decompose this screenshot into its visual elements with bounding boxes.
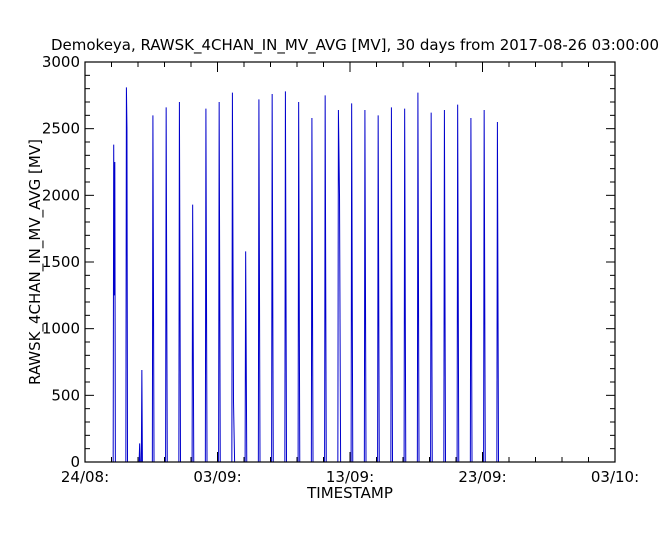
x-tick-label: 03/09:: [193, 468, 241, 486]
y-tick-label: 3000: [42, 53, 80, 71]
y-tick-label: 1500: [42, 253, 80, 271]
chart-title: Demokeya, RAWSK_4CHAN_IN_MV_AVG [MV], 30…: [51, 36, 659, 55]
y-tick-label: 1000: [42, 320, 80, 338]
y-tick-label: 0: [70, 453, 80, 471]
x-tick-label: 23/09:: [458, 468, 506, 486]
x-tick-label: 13/09:: [326, 468, 374, 486]
y-axis-label: RAWSK_4CHAN_IN_MV_AVG [MV]: [26, 139, 45, 385]
x-tick-label: 03/10:: [591, 468, 639, 486]
y-tick-label: 500: [51, 386, 80, 404]
x-tick-label: 24/08:: [61, 468, 109, 486]
y-tick-label: 2500: [42, 120, 80, 138]
series-line: [112, 87, 500, 463]
plot-frame: [84, 61, 616, 463]
y-tick-label: 2000: [42, 186, 80, 204]
x-axis-label: TIMESTAMP: [306, 484, 393, 502]
